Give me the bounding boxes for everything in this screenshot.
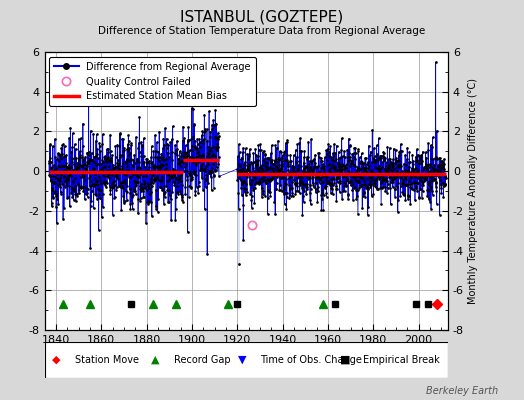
Text: ■: ■ [340,355,351,365]
Text: ISTANBUL (GOZTEPE): ISTANBUL (GOZTEPE) [180,10,344,25]
Text: ▼: ▼ [238,355,246,365]
Y-axis label: Monthly Temperature Anomaly Difference (°C): Monthly Temperature Anomaly Difference (… [468,78,478,304]
Text: Station Move: Station Move [75,355,139,365]
Text: Difference of Station Temperature Data from Regional Average: Difference of Station Temperature Data f… [99,26,425,36]
Text: Berkeley Earth: Berkeley Earth [425,386,498,396]
Text: ▲: ▲ [151,355,160,365]
Text: Record Gap: Record Gap [173,355,230,365]
Legend: Difference from Regional Average, Quality Control Failed, Estimated Station Mean: Difference from Regional Average, Qualit… [49,57,256,106]
Text: Time of Obs. Change: Time of Obs. Change [260,355,362,365]
Text: Empirical Break: Empirical Break [363,355,440,365]
Text: ◆: ◆ [52,355,61,365]
